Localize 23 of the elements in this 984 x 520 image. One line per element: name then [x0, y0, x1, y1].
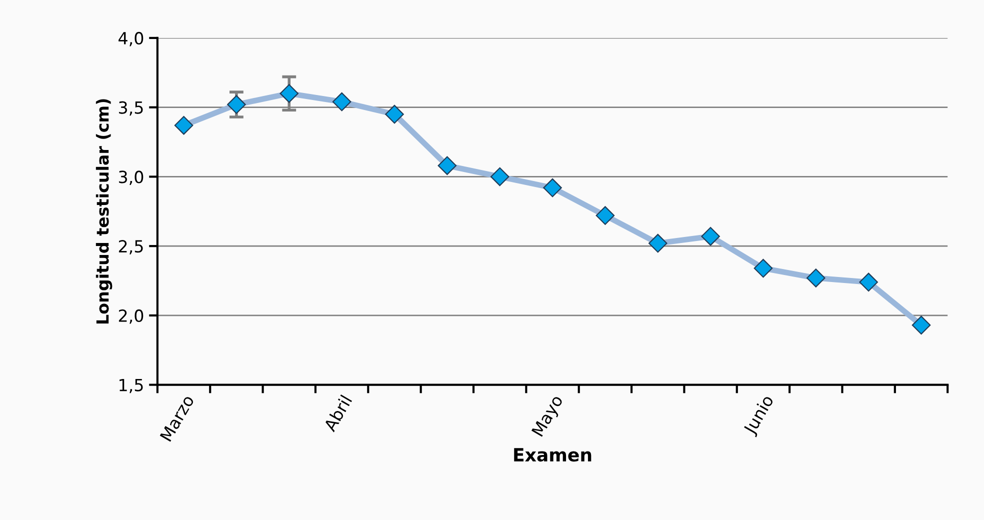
y-tick-label: 3,0: [119, 170, 144, 185]
point: [806, 268, 826, 288]
x-axis-title: Examen: [514, 448, 592, 462]
point: [701, 226, 720, 246]
point: [385, 104, 404, 124]
point: [543, 178, 562, 198]
y-tick-label: 1,5: [120, 378, 143, 394]
y-tick-label: 2,5: [118, 240, 143, 254]
point: [596, 206, 615, 225]
point: [174, 116, 194, 135]
point: [332, 92, 352, 112]
point: [227, 95, 246, 114]
point: [490, 167, 510, 186]
point: [648, 234, 668, 253]
y-tick-label: 2,0: [118, 309, 144, 324]
y-axis-title: Longitud testicular (cm): [96, 99, 112, 324]
y-tick-label: 3,5: [119, 101, 143, 116]
point: [438, 156, 457, 175]
y-tick-label: 4,0: [118, 32, 144, 46]
point: [859, 272, 878, 292]
point: [912, 316, 931, 335]
point: [280, 84, 299, 103]
point: [754, 258, 773, 278]
